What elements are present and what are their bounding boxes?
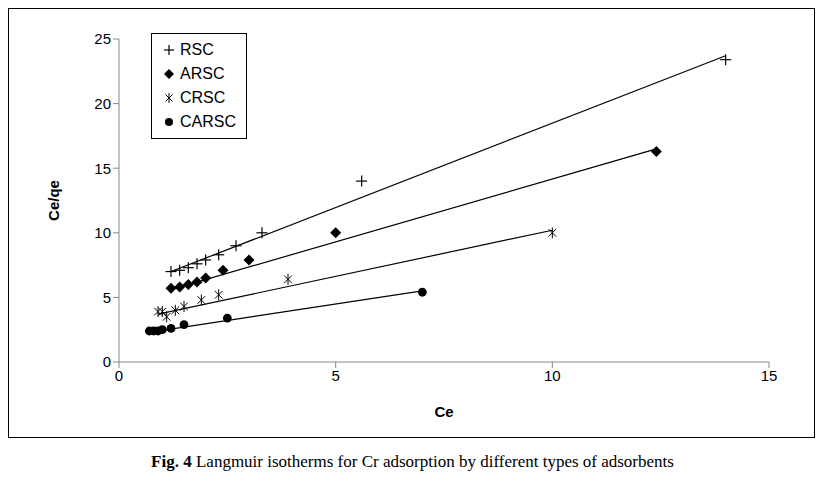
svg-text:20: 20: [94, 95, 111, 112]
html-text:CRSC: CRSC: [180, 89, 226, 106]
html-text:ARSC: ARSC: [180, 65, 225, 82]
svg-text:10: 10: [544, 367, 561, 384]
svg-text:Ce: Ce: [434, 403, 453, 420]
html-text:RSC: RSC: [180, 41, 214, 58]
html-text:CARSC: CARSC: [180, 113, 236, 130]
svg-text:0: 0: [103, 353, 111, 370]
svg-text:15: 15: [761, 367, 778, 384]
svg-text:5: 5: [103, 289, 111, 306]
svg-text:25: 25: [94, 30, 111, 47]
svg-text:0: 0: [115, 367, 123, 384]
svg-text:10: 10: [94, 224, 111, 241]
svg-text:Ce/qe: Ce/qe: [45, 180, 62, 221]
svg-text:5: 5: [331, 367, 339, 384]
html-text:Fig. 4 Langmuir isotherms for: Fig. 4 Langmuir isotherms for Cr adsorpt…: [151, 452, 674, 471]
svg-text:15: 15: [94, 160, 111, 177]
